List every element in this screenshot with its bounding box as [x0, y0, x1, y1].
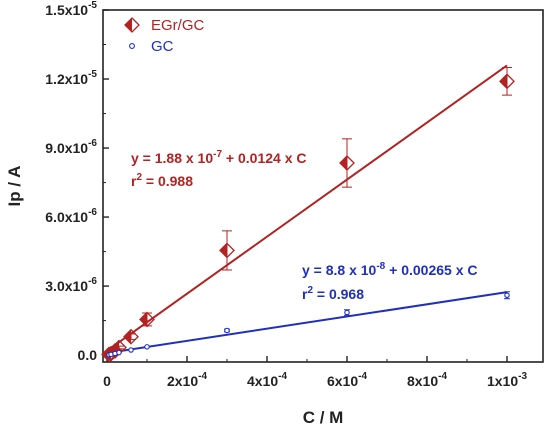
- x-tick-label: 4x10-4: [247, 371, 287, 389]
- legend: EGr/GC GC: [124, 17, 205, 55]
- annotation-gc: y = 8.8 x 10-8 + 0.00265 x C r2 = 0.968: [302, 261, 478, 302]
- data-point-gc: [144, 344, 150, 350]
- x-tick-label: 0: [103, 373, 111, 389]
- data-point-egr-gc: [123, 328, 139, 345]
- data-point-egr-gc: [339, 155, 355, 171]
- x-tick-label: 1x10-3: [487, 371, 527, 389]
- equation-egr-gc: y = 1.88 x 10-7 + 0.0124 x C: [131, 149, 307, 166]
- y-axis-title: Ip / A: [5, 166, 24, 207]
- fit-line: [106, 64, 508, 352]
- equation-gc: y = 8.8 x 10-8 + 0.00265 x C: [302, 261, 478, 278]
- x-axis-ticks: 0 2x10-4 4x10-4 6x10-4 8x10-4 1x10-3: [103, 356, 527, 389]
- y-tick-label: 9.0x10-6: [45, 138, 97, 156]
- legend-diamond-icon: [124, 17, 140, 33]
- x-axis-title: C / M: [303, 408, 344, 427]
- legend-label-gc: GC: [151, 38, 174, 55]
- data-point-egr-gc: [139, 311, 155, 328]
- y-tick-label: 1.5x10-5: [45, 0, 97, 18]
- data-point-gc: [504, 292, 510, 299]
- legend-label-egr-gc: EGr/GC: [151, 17, 205, 34]
- data-point-gc: [224, 327, 230, 334]
- fit-line: [106, 291, 508, 355]
- legend-circle-icon: [129, 43, 135, 49]
- data-point-egr-gc: [499, 73, 515, 90]
- y-axis-ticks: 0.0 3.0x10-6 6.0x10-6 9.0x10-6 1.2x10-5 1.5x1…: [45, 0, 109, 363]
- r-squared-gc: r2 = 0.968: [302, 285, 364, 302]
- legend-marker-gc: [129, 43, 135, 49]
- data-point-gc: [128, 347, 134, 353]
- y-tick-label: 0.0: [78, 347, 98, 363]
- x-tick-label: 8x10-4: [407, 371, 447, 389]
- y-tick-label: 6.0x10-6: [45, 207, 97, 225]
- annotation-egr-gc: y = 1.88 x 10-7 + 0.0124 x C r2 = 0.988: [131, 149, 307, 189]
- y-tick-label: 1.2x10-5: [45, 69, 97, 87]
- data-point-gc: [344, 309, 350, 316]
- fit-lines: [106, 64, 508, 355]
- x-tick-label: 6x10-4: [327, 371, 367, 389]
- r-squared-egr-gc: r2 = 0.988: [131, 172, 193, 189]
- data-points: [101, 67, 515, 363]
- plot-frame: [102, 9, 544, 363]
- x-tick-label: 2x10-4: [167, 371, 207, 389]
- y-tick-label: 3.0x10-6: [45, 276, 97, 294]
- data-point-gc: [116, 349, 122, 356]
- data-point-egr-gc: [219, 242, 235, 259]
- legend-marker-egr-gc: [124, 17, 140, 33]
